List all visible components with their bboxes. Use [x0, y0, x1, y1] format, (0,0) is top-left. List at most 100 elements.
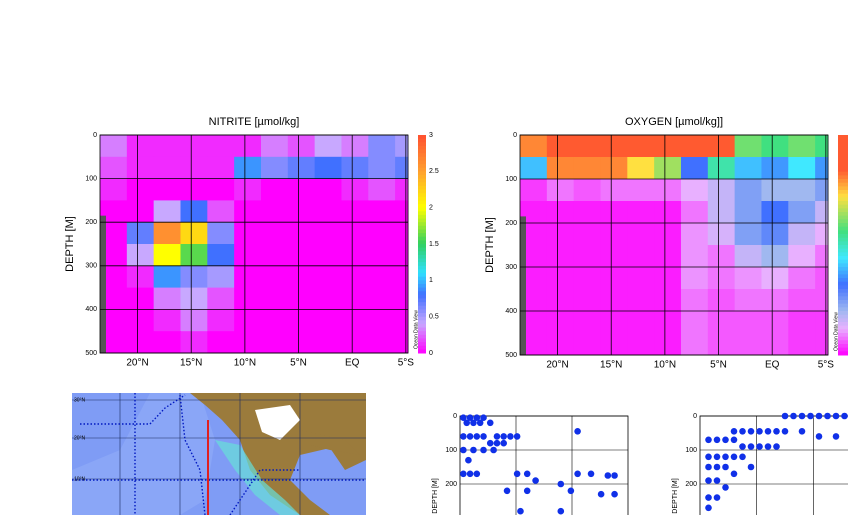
cell [734, 179, 762, 202]
colorbar [418, 338, 426, 343]
cell [600, 179, 628, 202]
point [470, 446, 477, 454]
cell [761, 135, 789, 158]
cell [761, 201, 789, 224]
y-tick-label: 200 [685, 481, 697, 488]
point [473, 433, 481, 440]
lat-label: 10°N [74, 476, 86, 482]
x-tick-label: 5°S [398, 358, 415, 369]
point [466, 470, 474, 478]
cell [234, 265, 262, 289]
colorbar [418, 167, 426, 172]
cell [395, 309, 409, 332]
colorbar [418, 349, 426, 354]
point [500, 439, 507, 447]
colorbar [838, 300, 848, 305]
colorbar [418, 313, 426, 318]
point [739, 428, 746, 435]
point [473, 414, 481, 422]
cell [788, 267, 816, 290]
gulf [255, 405, 300, 440]
cell [180, 331, 208, 354]
land-strip [520, 216, 526, 355]
cell [314, 200, 342, 223]
cell [260, 309, 289, 332]
point [473, 470, 481, 478]
cell [260, 135, 289, 158]
colorbar [418, 214, 426, 220]
cell [654, 201, 682, 224]
point [460, 433, 467, 440]
colorbar [418, 174, 426, 180]
cell [287, 200, 316, 223]
cell [734, 311, 762, 334]
cell [627, 157, 655, 180]
cell [341, 135, 369, 158]
colorbar [838, 259, 848, 264]
cell [654, 245, 682, 268]
cell [368, 135, 396, 158]
colorbar [418, 294, 426, 299]
colorbar [418, 225, 426, 230]
point [587, 470, 595, 478]
tracks [72, 393, 366, 515]
point [713, 477, 721, 484]
x-tick-label: 10°N [654, 360, 676, 371]
cell [207, 331, 235, 354]
cell [520, 267, 548, 290]
cell [707, 179, 736, 202]
cell [314, 135, 342, 158]
colorbar-label: 0.5 [429, 314, 439, 321]
cell [573, 245, 601, 268]
cell [788, 289, 816, 312]
cell [234, 222, 262, 245]
colorbar [418, 265, 426, 270]
colorbar [418, 149, 426, 154]
colorbar [838, 168, 848, 173]
colorbar [418, 185, 426, 190]
cell [573, 289, 601, 312]
point [764, 428, 772, 435]
cell [734, 223, 762, 246]
point [557, 480, 565, 488]
y-axis-label: DEPTH [M] [672, 478, 679, 513]
point [764, 443, 772, 450]
colorbar [418, 327, 426, 332]
cell [546, 223, 575, 246]
cell [100, 222, 128, 245]
colorbar [838, 197, 848, 202]
point [713, 494, 721, 501]
colorbar [418, 262, 426, 267]
point [460, 470, 467, 478]
cell [546, 179, 575, 202]
point [611, 490, 618, 498]
point [486, 419, 494, 427]
cell [153, 178, 181, 201]
colorbar [838, 226, 848, 231]
cell [573, 135, 601, 158]
point [815, 433, 823, 440]
cell [761, 245, 789, 268]
x-tick-label: EQ [345, 358, 360, 369]
colorbar [418, 178, 426, 183]
colorbar [838, 208, 848, 213]
point [756, 428, 763, 435]
colorbar [418, 142, 426, 147]
colorbar [418, 316, 426, 321]
colorbar [418, 244, 426, 249]
colorbar [838, 325, 848, 330]
point [722, 453, 729, 461]
cell [287, 309, 316, 332]
cell [395, 244, 409, 267]
cell [126, 178, 155, 201]
cell [126, 222, 155, 245]
cell [395, 331, 409, 354]
colorbar [418, 189, 426, 194]
cell [260, 265, 289, 289]
point [705, 463, 712, 471]
cell [573, 311, 601, 334]
cell [395, 156, 409, 180]
cell [600, 245, 628, 268]
colorbar [838, 285, 848, 290]
colorbar [418, 254, 426, 260]
